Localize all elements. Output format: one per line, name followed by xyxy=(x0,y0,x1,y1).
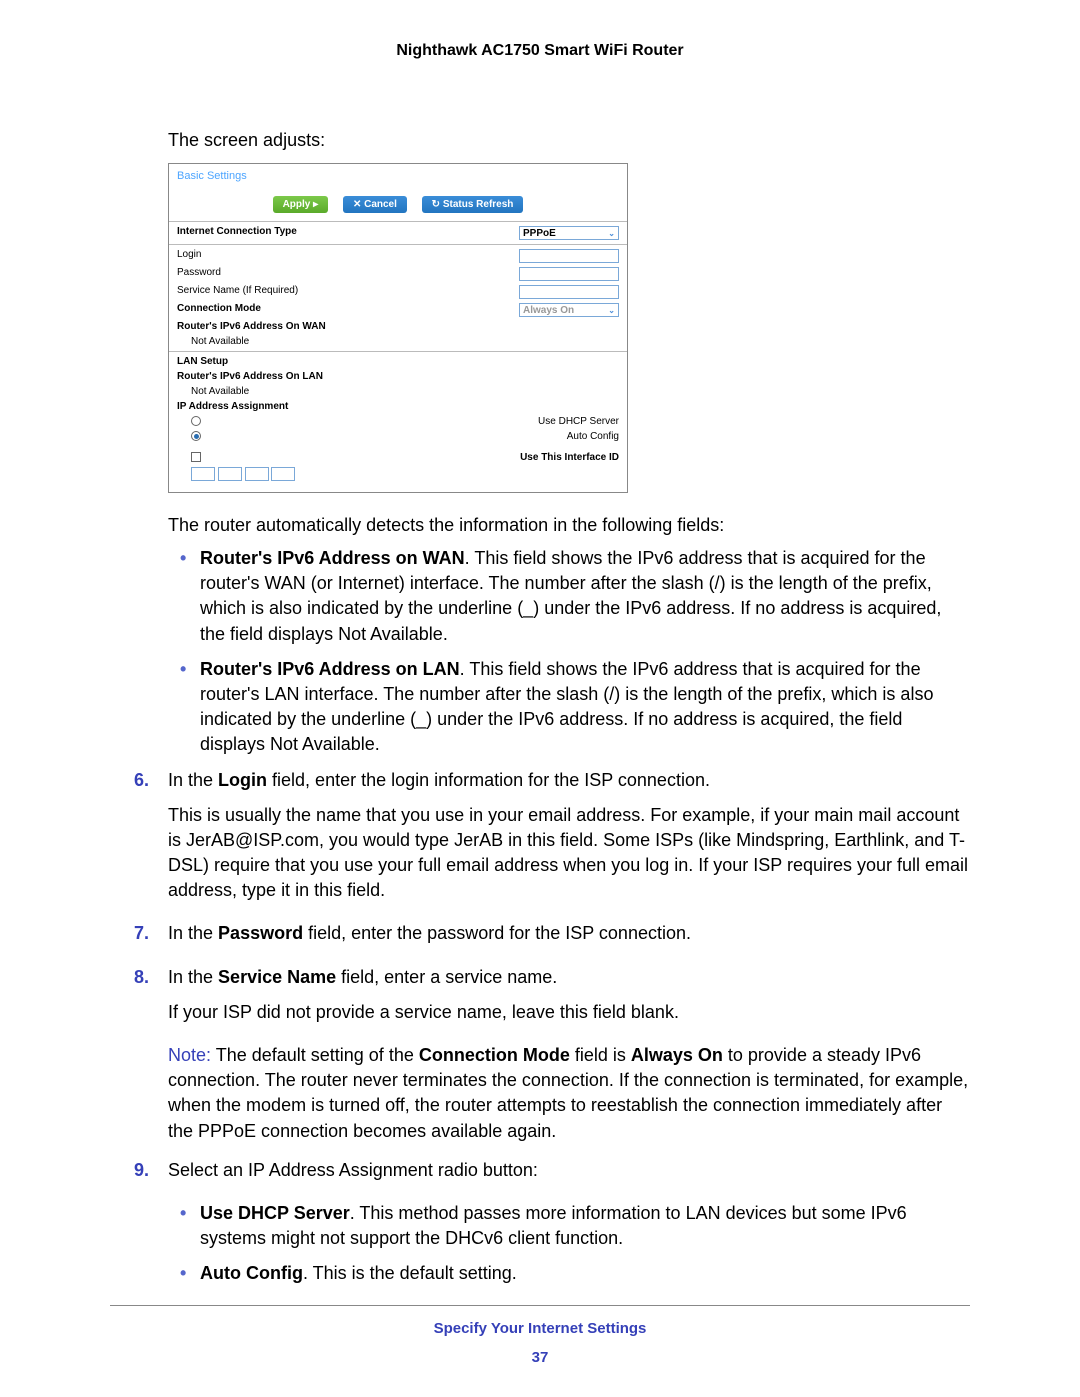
s7a: In the xyxy=(168,923,218,943)
top-bullet-list: Router's IPv6 Address on WAN. This field… xyxy=(168,546,970,758)
s6a: In the xyxy=(168,770,218,790)
step-9-num: 9. xyxy=(110,1158,168,1193)
step-6: 6. In the Login field, enter the login i… xyxy=(110,768,970,914)
bd2t: . This is the default setting. xyxy=(303,1263,517,1283)
step-8-num: 8. xyxy=(110,965,168,1035)
ict-label: Internet Connection Type xyxy=(177,226,297,240)
conn-mode-label: Connection Mode xyxy=(177,303,261,317)
step-8: 8. In the Service Name field, enter a se… xyxy=(110,965,970,1035)
login-label: Login xyxy=(177,249,201,263)
iface-id-2[interactable] xyxy=(218,467,242,481)
service-name-label: Service Name (If Required) xyxy=(177,285,298,299)
dhcp-radio[interactable] xyxy=(191,416,201,426)
apply-button[interactable]: Apply ▸ xyxy=(273,196,329,213)
password-label: Password xyxy=(177,267,221,281)
step-9: 9. Select an IP Address Assignment radio… xyxy=(110,1158,970,1193)
chevron-down-icon: ⌄ xyxy=(608,229,615,238)
login-input[interactable] xyxy=(519,249,619,263)
iface-id-3[interactable] xyxy=(245,467,269,481)
bottom-bullet-list: Use DHCP Server. This method passes more… xyxy=(168,1201,970,1287)
step-7-num: 7. xyxy=(110,921,168,956)
bullet-dhcp: Use DHCP Server. This method passes more… xyxy=(168,1201,970,1251)
auto-config-radio[interactable] xyxy=(191,431,201,441)
wan-not-available: Not Available xyxy=(191,336,249,347)
router-screenshot: Basic Settings Apply ▸ ✕ Cancel ↻ Status… xyxy=(168,163,628,493)
use-dhcp-label: Use DHCP Server xyxy=(538,416,619,427)
s7b: Password xyxy=(218,923,303,943)
lan-not-available: Not Available xyxy=(191,386,249,397)
conn-mode-select[interactable]: Always On ⌄ xyxy=(519,303,619,317)
note-label: Note: xyxy=(168,1045,216,1065)
s8-para: If your ISP did not provide a service na… xyxy=(168,1000,970,1025)
ict-select[interactable]: PPPoE ⌄ xyxy=(519,226,619,240)
page-header: Nighthawk AC1750 Smart WiFi Router xyxy=(110,42,970,60)
wan-addr-label: Router's IPv6 Address On WAN xyxy=(177,321,326,332)
auto-detect-text: The router automatically detects the inf… xyxy=(168,515,970,536)
footer-rule xyxy=(110,1305,970,1306)
lan-setup-label: LAN Setup xyxy=(177,356,228,367)
note-block: Note: The default setting of the Connect… xyxy=(168,1043,970,1144)
s6-para: This is usually the name that you use in… xyxy=(168,803,970,904)
s6b: Login xyxy=(218,770,267,790)
s7c: field, enter the password for the ISP co… xyxy=(303,923,691,943)
s8b: Service Name xyxy=(218,967,336,987)
cancel-button[interactable]: ✕ Cancel xyxy=(343,196,407,213)
bullet-wan: Router's IPv6 Address on WAN. This field… xyxy=(168,546,970,647)
conn-mode-value: Always On xyxy=(523,305,574,316)
auto-config-label: Auto Config xyxy=(567,431,619,442)
bd1b: Use DHCP Server xyxy=(200,1203,350,1223)
bd2b: Auto Config xyxy=(200,1263,303,1283)
chevron-down-icon: ⌄ xyxy=(608,306,615,315)
na: The default setting of the xyxy=(216,1045,419,1065)
use-interface-check[interactable] xyxy=(191,452,201,462)
status-refresh-button[interactable]: ↻ Status Refresh xyxy=(422,196,524,213)
s6c: field, enter the login information for t… xyxy=(267,770,710,790)
s8c: field, enter a service name. xyxy=(336,967,557,987)
panel-title: Basic Settings xyxy=(169,164,627,196)
bullet-lan-bold: Router's IPv6 Address on LAN xyxy=(200,659,460,679)
iface-id-4[interactable] xyxy=(271,467,295,481)
s8a: In the xyxy=(168,967,218,987)
footer-page-number: 37 xyxy=(0,1349,1080,1366)
use-interface-label: Use This Interface ID xyxy=(520,452,619,463)
bullet-lan: Router's IPv6 Address on LAN. This field… xyxy=(168,657,970,758)
s9-text: Select an IP Address Assignment radio bu… xyxy=(168,1158,970,1183)
bullet-auto: Auto Config. This is the default setting… xyxy=(168,1261,970,1286)
step-7: 7. In the Password field, enter the pass… xyxy=(110,921,970,956)
nd: Always On xyxy=(631,1045,723,1065)
iface-id-1[interactable] xyxy=(191,467,215,481)
password-input[interactable] xyxy=(519,267,619,281)
bullet-wan-bold: Router's IPv6 Address on WAN xyxy=(200,548,465,568)
nb: Connection Mode xyxy=(419,1045,570,1065)
nc: field is xyxy=(570,1045,631,1065)
lan-addr-label: Router's IPv6 Address On LAN xyxy=(177,371,323,382)
intro-text: The screen adjusts: xyxy=(168,130,970,151)
ip-assign-label: IP Address Assignment xyxy=(177,401,288,412)
step-6-num: 6. xyxy=(110,768,168,914)
service-name-input[interactable] xyxy=(519,285,619,299)
ict-value: PPPoE xyxy=(523,228,556,239)
footer-section: Specify Your Internet Settings xyxy=(0,1320,1080,1337)
